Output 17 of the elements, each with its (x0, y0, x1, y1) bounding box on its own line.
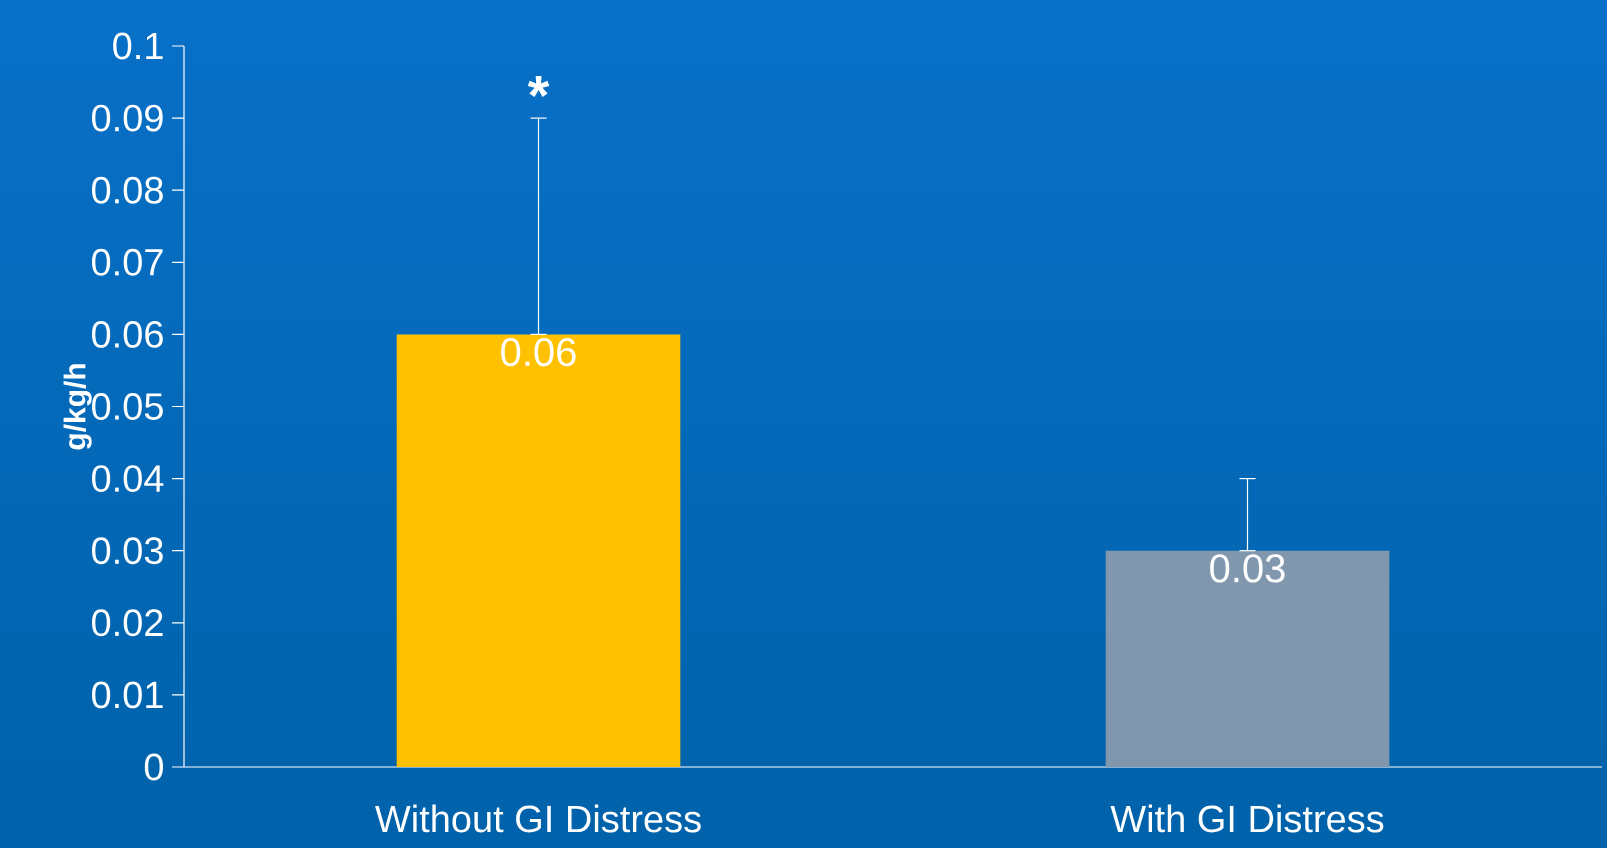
y-tick-label: 0.05 (92, 393, 163, 420)
y-tick-label: 0.09 (92, 104, 163, 132)
x-tick-label: With GI Distress (1110, 804, 1384, 833)
data-label: 0.03 (1210, 554, 1285, 583)
y-tick-label: 0.08 (92, 176, 163, 204)
y-tick-label: 0.1 (113, 32, 163, 60)
y-tick-label: 0 (144, 753, 163, 781)
data-label: 0.06 (501, 337, 576, 367)
y-tick-label: 0.01 (92, 681, 163, 709)
y-tick-label: 0.03 (92, 537, 163, 565)
y-tick-label: 0.04 (92, 465, 164, 493)
annotation: * (527, 76, 550, 97)
y-tick-label: 0.06 (92, 320, 163, 348)
y-axis-title: g/kg/h (63, 364, 92, 450)
y-tick-label: 0.07 (92, 248, 163, 276)
x-tick-label: Without GI Distress (375, 804, 701, 833)
y-tick-label: 0.02 (92, 609, 163, 637)
